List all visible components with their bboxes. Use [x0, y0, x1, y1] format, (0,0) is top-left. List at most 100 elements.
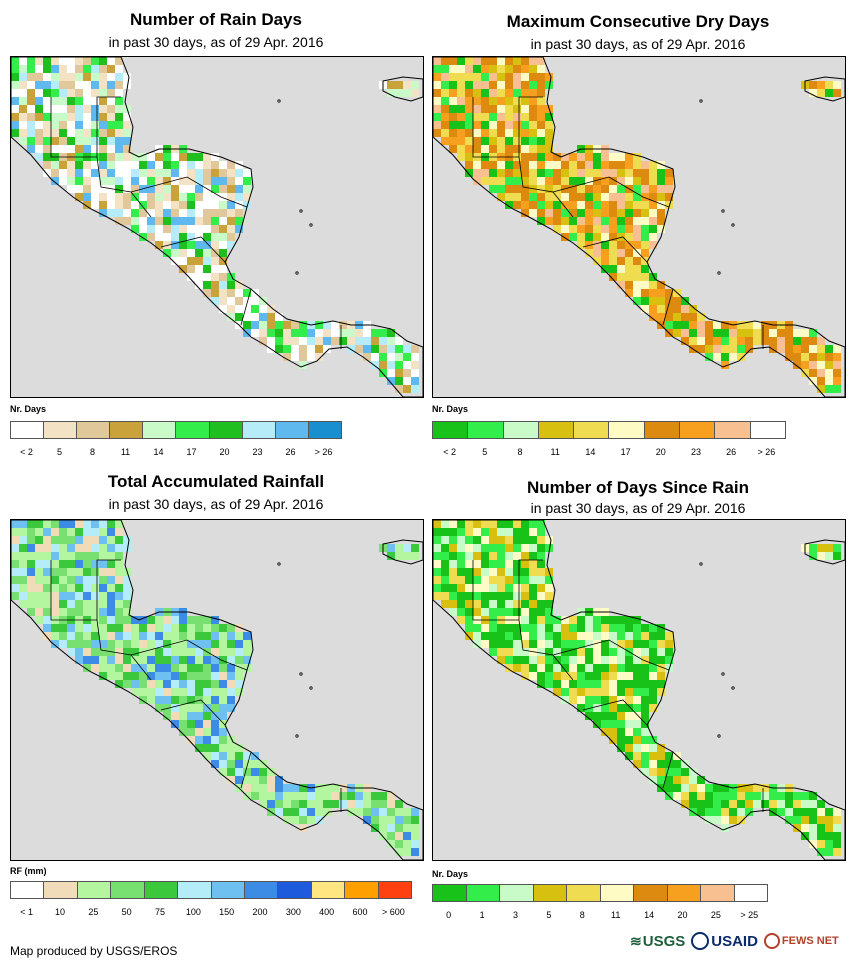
grid-cell — [825, 361, 833, 369]
legend-swatch — [715, 422, 751, 438]
grid-cell — [179, 161, 187, 169]
grid-cell — [537, 640, 545, 648]
grid-cell — [171, 257, 179, 265]
grid-cell — [179, 680, 187, 688]
country-border — [96, 156, 152, 218]
grid-cell — [625, 249, 633, 257]
grid-cell — [43, 520, 51, 528]
grid-cell — [283, 321, 291, 329]
grid-cell — [75, 640, 83, 648]
grid-cell — [465, 528, 473, 536]
grid-cell — [449, 121, 457, 129]
grid-cell — [331, 337, 339, 345]
grid-cell — [457, 600, 465, 608]
grid-cell — [585, 640, 593, 648]
grid-cell — [19, 73, 27, 81]
grid-cell — [379, 337, 387, 345]
grid-cell — [107, 81, 115, 89]
grid-cell — [35, 145, 43, 153]
grid-cell — [473, 584, 481, 592]
grid-cell — [609, 720, 617, 728]
grid-cell — [355, 337, 363, 345]
grid-cell — [649, 209, 657, 217]
grid-cell — [91, 57, 99, 65]
grid-cell — [27, 57, 35, 65]
grid-cell — [497, 57, 505, 65]
legend-swatch — [750, 422, 785, 438]
grid-cell — [179, 169, 187, 177]
grid-cell — [609, 664, 617, 672]
grid-cell — [537, 608, 545, 616]
grid-cell — [641, 624, 649, 632]
grid-cell — [203, 265, 211, 273]
grid-cell — [243, 289, 251, 297]
grid-cell — [545, 648, 553, 656]
grid-cell — [99, 536, 107, 544]
grid-cell — [115, 528, 123, 536]
island — [731, 223, 735, 227]
grid-cell — [67, 97, 75, 105]
grid-cell — [769, 792, 777, 800]
grid-cell — [505, 632, 513, 640]
grid-cell — [11, 113, 19, 121]
grid-cell — [537, 664, 545, 672]
grid-cell — [761, 337, 769, 345]
grid-cell — [91, 73, 99, 81]
grid-cell — [513, 169, 521, 177]
grid-cell — [235, 624, 243, 632]
grid-cell — [505, 592, 513, 600]
grid-cell — [433, 520, 441, 528]
grid-cell — [187, 720, 195, 728]
grid-cell — [593, 241, 601, 249]
grid-cell — [235, 672, 243, 680]
grid-cell — [395, 800, 403, 808]
grid-cell — [35, 113, 43, 121]
grid-cell — [139, 624, 147, 632]
grid-cell — [545, 217, 553, 225]
grid-cell — [513, 544, 521, 552]
coastline — [804, 539, 845, 565]
legend-label: 11 — [611, 910, 621, 920]
grid-cell — [43, 81, 51, 89]
grid-cell — [777, 337, 785, 345]
grid-cell — [601, 153, 609, 161]
grid-cell — [633, 648, 641, 656]
grid-cell — [123, 608, 131, 616]
grid-cell — [465, 145, 473, 153]
grid-cell — [529, 632, 537, 640]
grid-cell — [211, 281, 219, 289]
grid-cell — [195, 664, 203, 672]
grid-cell — [187, 265, 195, 273]
grid-cell — [473, 608, 481, 616]
grid-cell — [561, 680, 569, 688]
grid-cell — [529, 113, 537, 121]
legend-label: 26 — [726, 447, 737, 457]
grid-cell — [323, 792, 331, 800]
grid-cell — [553, 688, 561, 696]
grid-cell — [99, 640, 107, 648]
grid-cell — [457, 97, 465, 105]
grid-cell — [793, 329, 801, 337]
grid-cell — [689, 313, 697, 321]
grid-cell — [649, 664, 657, 672]
grid-cell — [521, 185, 529, 193]
grid-cell — [729, 792, 737, 800]
grid-cell — [721, 321, 729, 329]
grid-cell — [529, 640, 537, 648]
map-canvas — [433, 57, 845, 397]
grid-cell — [513, 105, 521, 113]
grid-cell — [433, 121, 441, 129]
grid-cell — [363, 792, 371, 800]
grid-cell — [505, 137, 513, 145]
grid-cell — [11, 560, 19, 568]
grid-cell — [457, 552, 465, 560]
grid-cell — [67, 65, 75, 73]
grid-cell — [625, 177, 633, 185]
legend-swatch — [500, 885, 534, 901]
map-rain-days — [10, 56, 424, 398]
grid-cell — [617, 736, 625, 744]
grid-cell — [219, 648, 227, 656]
grid-cell — [107, 608, 115, 616]
grid-cell — [171, 177, 179, 185]
grid-cell — [609, 233, 617, 241]
